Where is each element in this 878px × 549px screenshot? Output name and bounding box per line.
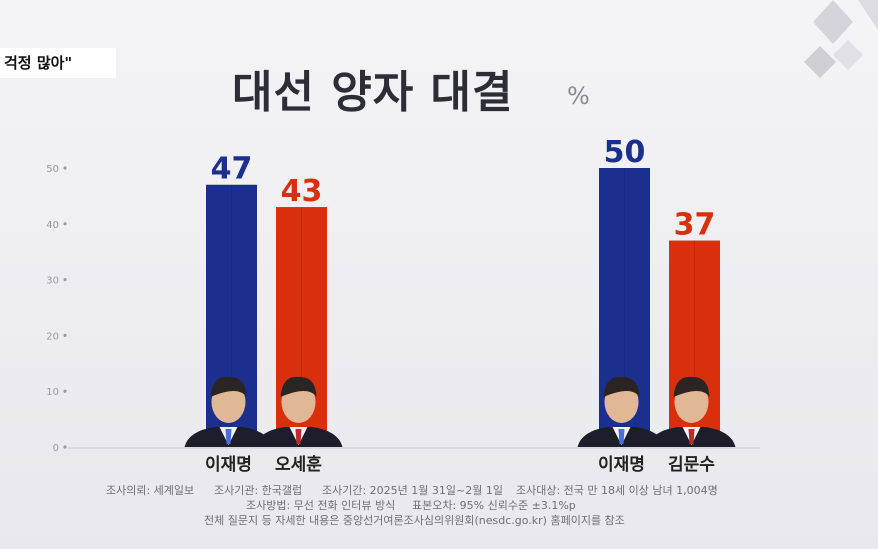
y-tick-mark xyxy=(63,166,67,170)
y-tick-mark xyxy=(63,278,67,282)
unit-label: % xyxy=(567,82,590,110)
footnote-target: 조사대상: 전국 만 18세 이상 남녀 1,004명 xyxy=(516,484,718,497)
y-tick-mark xyxy=(63,333,67,337)
chart-title: 대선 양자 대결 xyxy=(232,67,514,118)
y-tick-label: 50 xyxy=(46,164,59,175)
y-tick-label: 0 xyxy=(53,443,59,454)
category-label: 이재명 xyxy=(205,455,252,475)
y-tick-label: 30 xyxy=(46,276,59,287)
value-label: 43 xyxy=(281,174,323,209)
necktie xyxy=(295,429,302,444)
y-tick-label: 20 xyxy=(46,331,59,342)
necktie xyxy=(618,429,625,444)
value-label: 37 xyxy=(674,208,716,243)
footnote-error: 표본오차: 95% 신뢰수준 ±3.1%p xyxy=(412,499,576,512)
necktie xyxy=(225,429,232,444)
footnote-method: 조사방법: 무선 전화 인터뷰 방식 xyxy=(246,499,396,512)
category-label: 오세훈 xyxy=(275,454,322,475)
y-tick-label: 10 xyxy=(46,387,59,398)
footnote-reference: 전체 질문지 등 자세한 내용은 중앙선거여론조사심의위원회(nesdc.go.… xyxy=(204,514,625,527)
hair xyxy=(603,376,640,397)
y-tick-mark xyxy=(63,389,67,393)
value-label: 47 xyxy=(211,152,253,187)
y-tick-mark xyxy=(63,222,67,226)
category-label: 이재명 xyxy=(598,455,645,475)
category-label: 김문수 xyxy=(668,455,715,475)
y-tick-label: 40 xyxy=(46,220,59,231)
footnote-agency: 조사기관: 한국갤럽 xyxy=(214,484,303,497)
headline-tag: 걱정 많아" xyxy=(0,48,116,78)
hair xyxy=(210,376,247,397)
footnote-client: 조사의뢰: 세계일보 xyxy=(106,484,195,497)
hair xyxy=(280,376,317,397)
y-tick-mark xyxy=(63,445,67,449)
hair xyxy=(673,376,710,397)
footnote-period: 조사기간: 2025년 1월 31일~2월 1일 xyxy=(322,484,503,497)
corner-decoration xyxy=(804,0,878,78)
necktie xyxy=(688,429,695,444)
value-label: 50 xyxy=(604,135,646,170)
